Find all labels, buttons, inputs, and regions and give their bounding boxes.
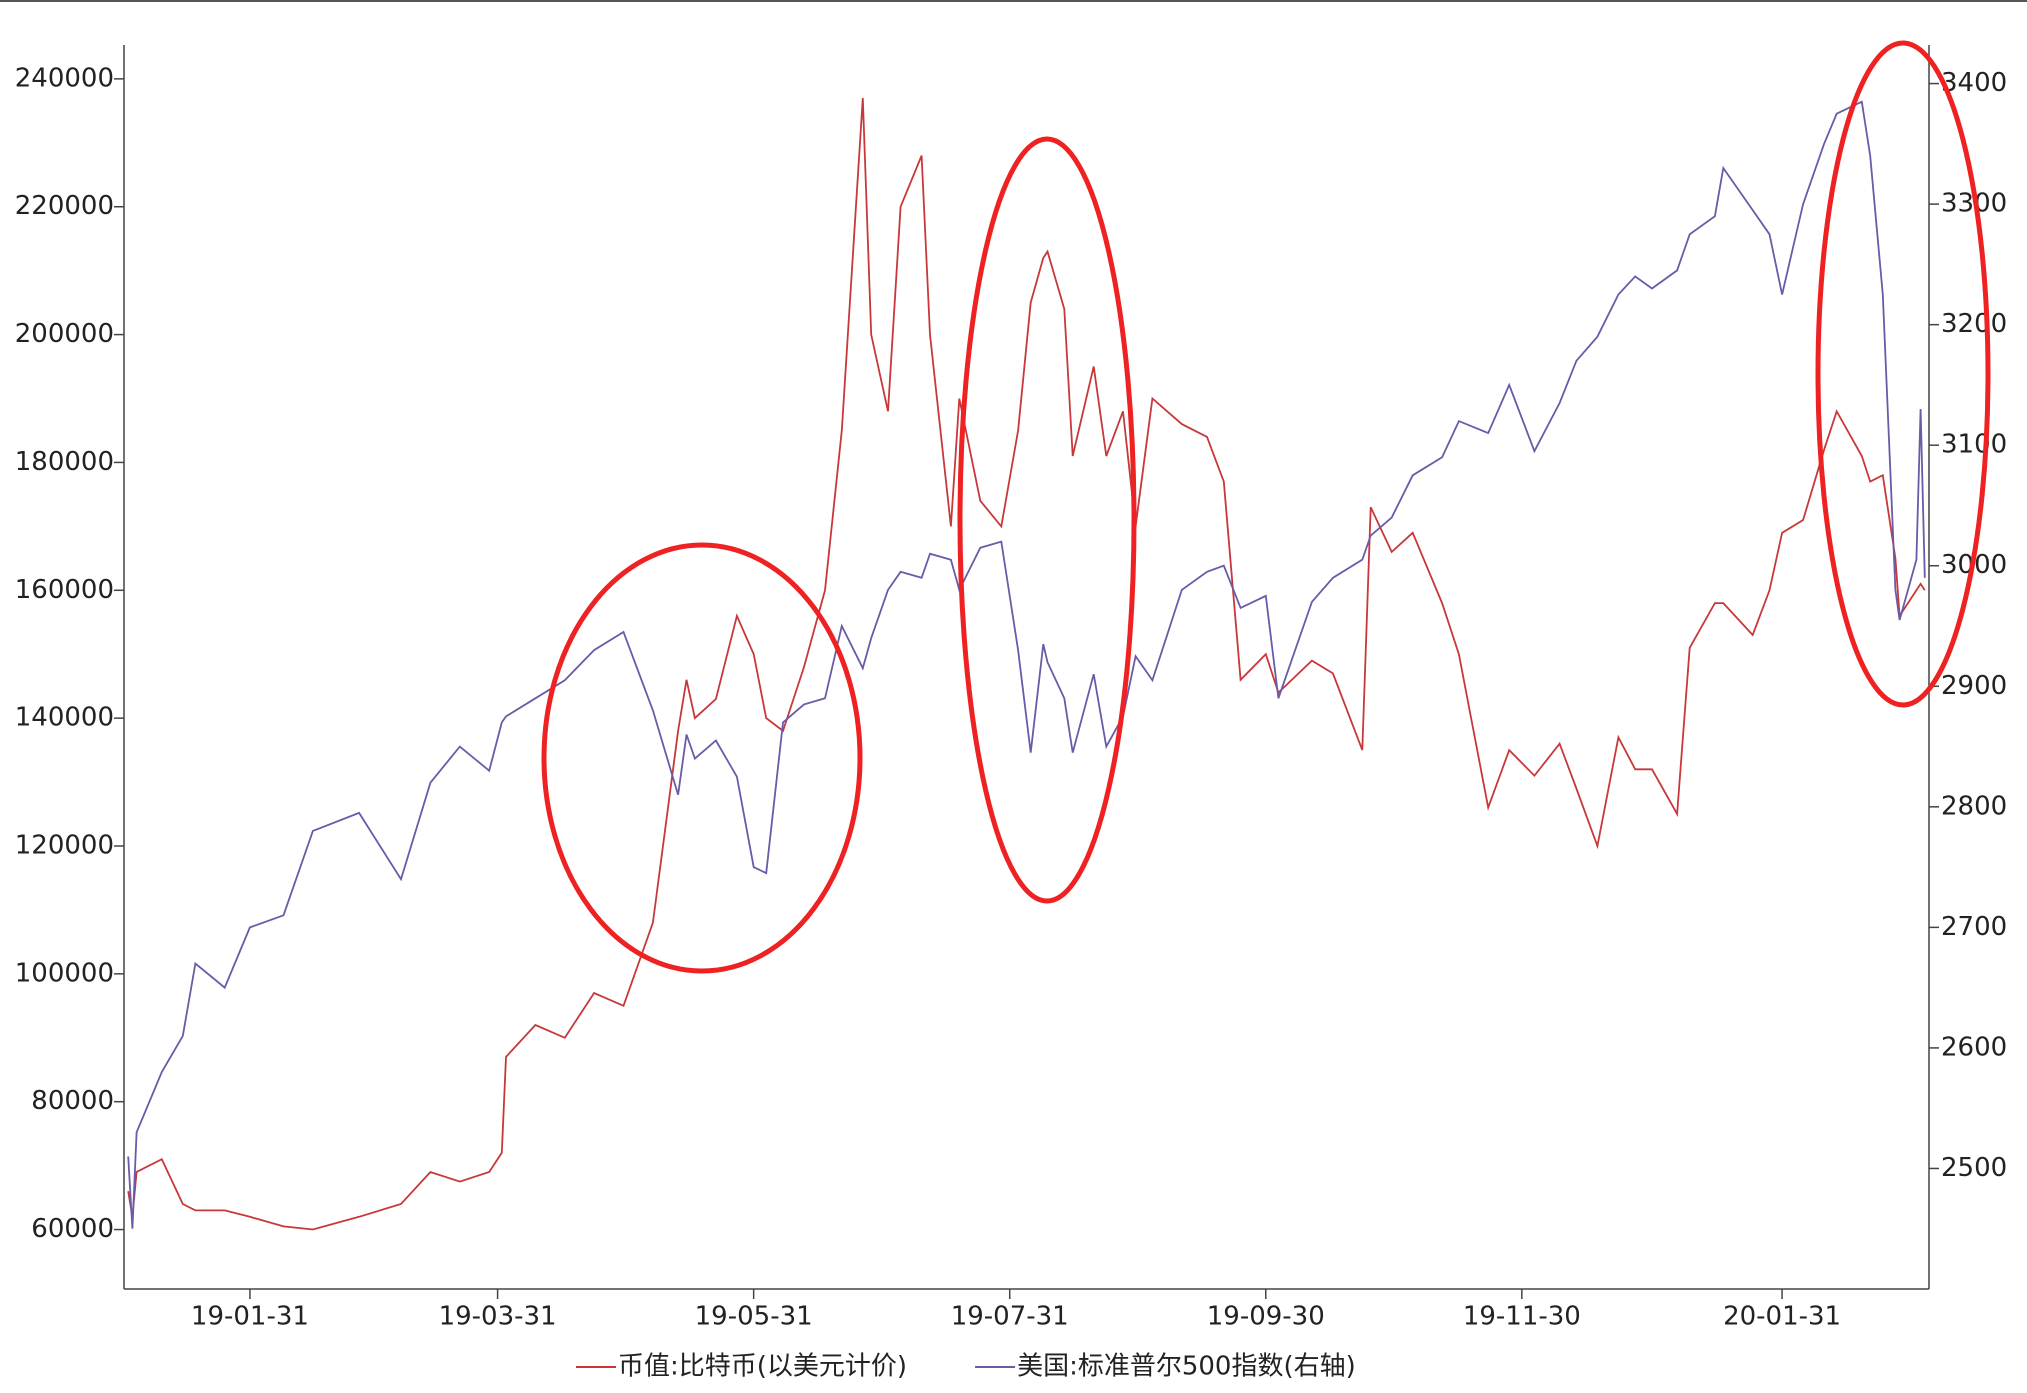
y2-tick-label: 2800 [1941, 791, 2007, 821]
x-tick-label: 19-07-31 [951, 1302, 1069, 1332]
x-tick-label: 19-03-31 [439, 1302, 557, 1332]
y2-tick-label: 3100 [1941, 430, 2007, 460]
highlight-ellipse [541, 542, 863, 974]
y-tick-label: 180000 [15, 447, 114, 477]
y2-tick-label: 2900 [1941, 671, 2007, 701]
legend-label: 美国:标准普尔500指数(右轴) [1017, 1352, 1356, 1382]
y2-tick-label: 3200 [1941, 309, 2007, 339]
x-tick-label: 19-01-31 [191, 1302, 309, 1332]
highlight-ellipse [957, 136, 1137, 904]
x-tick-label: 20-01-31 [1723, 1302, 1841, 1332]
legend-label: 币值:比特币(以美元计价) [618, 1352, 907, 1382]
x-tick-label: 19-05-31 [695, 1302, 813, 1332]
x-tick-label: 19-09-30 [1207, 1302, 1325, 1332]
y2-tick-label: 2500 [1941, 1153, 2007, 1183]
y-tick-label: 160000 [15, 575, 114, 605]
series-line [127, 100, 1926, 1229]
y-tick-label: 240000 [15, 63, 114, 93]
y2-tick-label: 3400 [1941, 68, 2007, 98]
y-tick-label: 220000 [15, 191, 114, 221]
y-tick-label: 120000 [15, 830, 114, 860]
y-tick-label: 80000 [31, 1086, 114, 1116]
y-tick-label: 140000 [15, 703, 114, 733]
plot: 60000 80000 100000 120000 140000 160000 180000… [15, 63, 2007, 1331]
y2-tick-label: 2700 [1941, 912, 2007, 942]
highlight-ellipse [1815, 40, 1991, 708]
x-tick-label: 19-11-30 [1463, 1302, 1581, 1332]
series-line [127, 98, 1926, 1231]
y-tick-label: 100000 [15, 958, 114, 988]
y-tick-label: 60000 [31, 1214, 114, 1244]
y2-tick-label: 2600 [1941, 1032, 2007, 1062]
annotations [541, 40, 1991, 974]
y-tick-label: 200000 [15, 319, 114, 349]
